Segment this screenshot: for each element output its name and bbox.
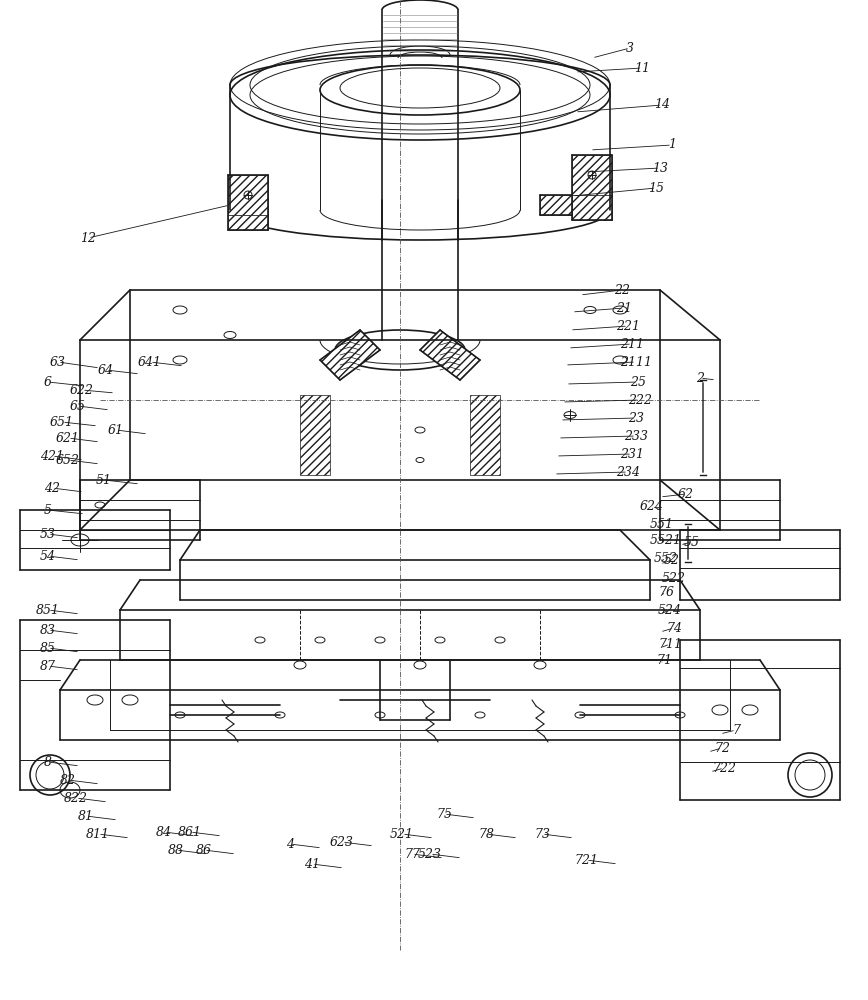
Text: 87: 87 [40,660,56,672]
Text: 624: 624 [640,499,664,512]
Text: 72: 72 [714,742,730,754]
Text: 84: 84 [156,826,172,838]
Text: 76: 76 [658,585,674,598]
Polygon shape [228,175,268,215]
Text: 7: 7 [732,724,740,736]
Text: 552: 552 [654,552,678,564]
Polygon shape [540,195,572,215]
Text: 652: 652 [56,454,80,466]
Text: 4: 4 [286,838,294,850]
Text: 211: 211 [620,338,644,351]
Polygon shape [320,330,380,380]
Polygon shape [572,195,612,220]
Text: 88: 88 [168,844,184,856]
Text: 622: 622 [70,383,94,396]
Text: 77: 77 [404,848,420,860]
Text: 11: 11 [634,62,650,75]
Text: 522: 522 [662,572,686,584]
Text: 81: 81 [78,810,94,822]
Text: 42: 42 [44,482,60,494]
Text: 234: 234 [616,466,640,479]
Text: 12: 12 [80,232,96,244]
Text: 22: 22 [614,284,630,296]
Text: 71: 71 [656,654,672,666]
Polygon shape [300,395,330,475]
Text: 15: 15 [648,182,664,194]
Text: 82: 82 [60,774,76,786]
Text: 851: 851 [36,603,60,616]
Text: 621: 621 [56,432,80,444]
Text: 711: 711 [658,638,682,650]
Text: 62: 62 [678,488,694,500]
Text: 421: 421 [40,450,64,462]
Text: 14: 14 [654,99,670,111]
Text: 651: 651 [50,416,74,428]
Text: 233: 233 [624,430,648,442]
Text: 75: 75 [436,808,452,820]
Text: 722: 722 [712,762,736,774]
Text: 5521: 5521 [650,534,682,546]
Text: 23: 23 [628,412,644,424]
Polygon shape [420,330,480,380]
Text: 822: 822 [64,792,88,804]
Text: 64: 64 [98,363,114,376]
Text: 53: 53 [40,528,56,540]
Text: 641: 641 [138,356,162,368]
Text: 551: 551 [650,518,674,530]
Text: 51: 51 [96,474,112,487]
Text: 524: 524 [658,603,682,616]
Polygon shape [572,155,612,195]
Text: 25: 25 [630,375,646,388]
Text: 61: 61 [108,424,124,436]
Text: 65: 65 [70,399,86,412]
Text: 83: 83 [40,624,56,637]
Text: 41: 41 [304,857,320,870]
Text: 231: 231 [620,448,644,460]
Text: 21: 21 [616,302,632,314]
Text: 623: 623 [330,836,354,848]
Polygon shape [228,215,268,230]
Text: 6: 6 [44,375,52,388]
Text: 811: 811 [86,828,110,840]
Text: 55: 55 [684,536,700,548]
Text: 721: 721 [574,854,598,866]
Text: 54: 54 [40,550,56,562]
Text: 221: 221 [616,320,640,332]
Text: 52: 52 [664,554,680,566]
Text: 78: 78 [478,828,494,840]
Text: 8: 8 [44,756,52,768]
Text: 5: 5 [44,504,52,516]
Text: 13: 13 [652,161,668,174]
Polygon shape [470,395,500,475]
Text: 521: 521 [390,828,414,840]
Text: 861: 861 [178,826,202,838]
Text: 86: 86 [196,844,212,856]
Text: 85: 85 [40,642,56,654]
Text: 63: 63 [50,356,66,368]
Text: 2: 2 [696,371,704,384]
Text: 523: 523 [418,848,442,860]
Text: 3: 3 [626,41,634,54]
Text: 222: 222 [628,393,652,406]
Text: 2111: 2111 [620,356,652,368]
Text: 74: 74 [666,621,682,635]
Text: 1: 1 [668,138,676,151]
Text: 73: 73 [534,828,550,840]
